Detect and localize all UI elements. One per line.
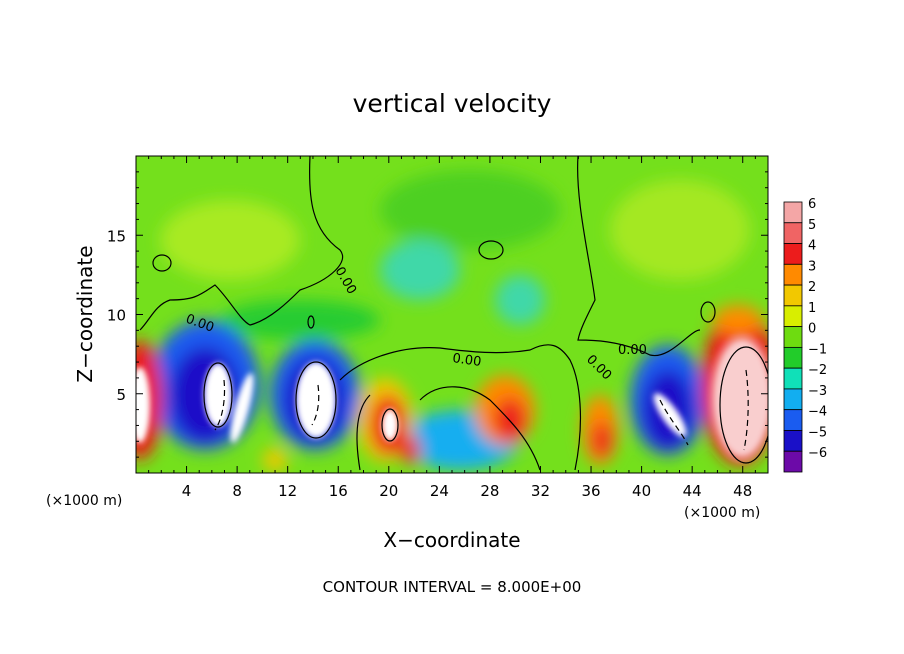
colorbar-label: 1: [808, 301, 816, 316]
x-axis: 4 8 12 16 20 24 28 32 36 40 44 48: [148, 156, 756, 500]
colorbar-label: −5: [808, 425, 827, 440]
y-tick-label: 15: [107, 227, 126, 245]
colorbar-label: −3: [808, 384, 827, 399]
x-tick-label: 24: [430, 482, 449, 500]
field-yellow-left-small: [263, 448, 287, 472]
x-tick-label: 44: [683, 482, 702, 500]
field-cyan-center: [380, 240, 460, 300]
colorbar-label: −1: [808, 342, 827, 357]
field-green-mid: [380, 170, 560, 250]
colorbar-swatch: [783, 450, 803, 473]
colorbar-swatch: [783, 201, 803, 224]
x-tick-label: 40: [632, 482, 651, 500]
colorbar-label: 6: [808, 197, 816, 212]
contour-interval-note: CONTOUR INTERVAL = 8.000E+00: [323, 578, 582, 596]
contour-loop: [478, 240, 504, 260]
contour-dashed: [214, 379, 226, 431]
colorbar-label: 4: [808, 239, 816, 254]
colorbar-swatch: [783, 388, 803, 411]
core-white-a: [382, 409, 398, 441]
chart-title: vertical velocity: [353, 89, 552, 118]
contour-loop: [381, 408, 399, 442]
contour-loop: [152, 254, 172, 272]
colorbar-label: −2: [808, 363, 827, 378]
x-tick-label: 8: [232, 482, 242, 500]
colorbar-label: 3: [808, 259, 816, 274]
x-tick-label: 20: [379, 482, 398, 500]
x-tick-label: 32: [531, 482, 550, 500]
y-axis-label: Z−coordinate: [73, 245, 97, 382]
colorbar-swatch: [783, 326, 803, 348]
contour-line: [339, 344, 582, 471]
core-white-left: [204, 363, 232, 427]
colorbar-label: 0: [808, 322, 816, 337]
field-cyan-right: [495, 275, 545, 325]
colorbar-swatch: [783, 430, 803, 452]
contour-loop: [295, 361, 337, 439]
colorbar-swatch: [783, 305, 803, 328]
field-red-d: [592, 422, 612, 458]
contour-dashed: [311, 384, 320, 426]
x-axis-label: X−coordinate: [383, 528, 520, 552]
contour-line: [356, 394, 371, 471]
x-tick-label: 12: [278, 482, 297, 500]
contour-line: [419, 386, 541, 471]
colorbar-label: 5: [808, 218, 816, 233]
colorbar-swatch: [783, 263, 803, 286]
contour-lines: [139, 156, 768, 471]
y-tick-label: 10: [107, 307, 126, 325]
colorbar-swatch: [783, 222, 803, 244]
x-tick-label: 28: [480, 482, 499, 500]
field-light-green-upper-right: [610, 180, 750, 280]
colorbar-swatch: [783, 409, 803, 431]
contour-loop: [700, 301, 716, 323]
x-tick-label: 4: [182, 482, 192, 500]
contour-label: 0.00: [451, 351, 482, 370]
core-white-left-2: [230, 373, 254, 443]
colorbar-swatch: [783, 367, 803, 390]
field-red-b: [400, 436, 420, 464]
x-unit-left: (×1000 m): [46, 493, 122, 509]
colorbar-swatch: [783, 284, 803, 307]
core-white-left-edge: [136, 367, 150, 443]
y-tick-label: 5: [116, 386, 126, 404]
contour-line: [577, 156, 701, 357]
contour-loop: [719, 346, 768, 464]
colorbar-label: −4: [808, 405, 827, 420]
plot-area: 0.00 0.00 0.00 0.00 0.00: [136, 156, 768, 473]
colorbar-swatch: [783, 346, 803, 369]
colorbar-label: 2: [808, 280, 816, 295]
field-orange-right-top: [713, 305, 763, 335]
x-unit-right: (×1000 m): [684, 505, 760, 521]
contour-dashed: [743, 369, 749, 451]
x-tick-label: 48: [733, 482, 752, 500]
core-white-mid: [296, 362, 336, 438]
field-light-green-upper-left: [160, 200, 300, 280]
colorbar-swatch: [783, 243, 803, 265]
field-green-band: [220, 300, 380, 340]
x-tick-label: 36: [581, 482, 600, 500]
y-axis: 5 10 15: [107, 171, 768, 458]
contour-dashed: [659, 399, 689, 446]
contour-line: [139, 156, 344, 331]
colorbar-label: −6: [808, 446, 827, 461]
colorbar: 6 5 4 3 2 1 0 −1 −2 −3 −4 −5 −6: [783, 197, 827, 473]
x-tick-label: 16: [329, 482, 348, 500]
contour-label: 0.00: [618, 343, 647, 358]
contour-loop: [203, 362, 233, 428]
contour-loop: [307, 315, 315, 329]
